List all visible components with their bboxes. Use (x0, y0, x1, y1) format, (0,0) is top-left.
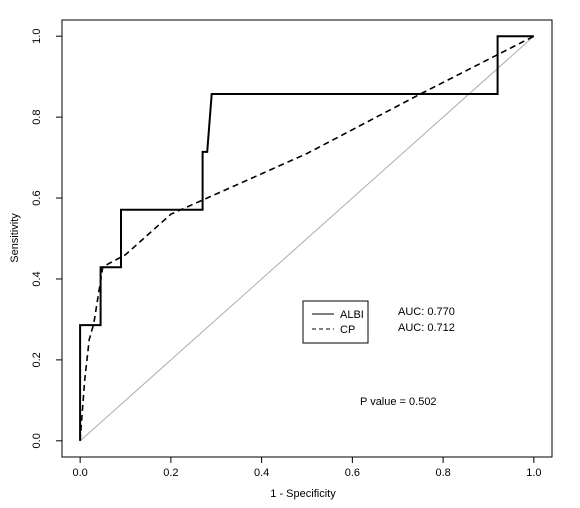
legend-label-albi: ALBI (340, 309, 364, 321)
y-tick-label: 0.4 (31, 271, 43, 286)
reference-line (79, 35, 535, 442)
series-line-albi (79, 35, 534, 441)
y-tick-label: 0.0 (31, 433, 43, 448)
x-tick-label: 0.2 (163, 467, 178, 479)
legend-label-cp: CP (340, 324, 355, 336)
x-axis: 0.0 0.2 0.4 0.6 0.8 1.0 (72, 456, 542, 479)
y-tick-label: 0.8 (31, 109, 43, 124)
x-tick-label: 0.0 (72, 467, 87, 479)
p-value-label: P value = 0.502 (360, 396, 437, 408)
x-tick-label: 1.0 (526, 467, 541, 479)
auc-cp-label: AUC: 0.712 (398, 322, 455, 334)
y-tick-label: 0.6 (31, 190, 43, 205)
x-tick-label: 0.4 (254, 467, 269, 479)
legend-box (302, 300, 369, 344)
y-axis-label: Sensitivity (9, 213, 21, 263)
series-line-cp (79, 35, 535, 441)
y-tick-label: 0.2 (31, 352, 43, 367)
x-tick-label: 0.6 (345, 467, 360, 479)
legend: ALBI CP (302, 300, 369, 344)
auc-albi-label: AUC: 0.770 (398, 306, 455, 318)
y-tick-label: 1.0 (31, 29, 43, 44)
x-tick-label: 0.8 (435, 467, 450, 479)
y-axis: 0.0 0.2 0.4 0.6 0.8 1.0 (31, 29, 63, 448)
x-axis-label: 1 - Specificity (270, 488, 336, 500)
